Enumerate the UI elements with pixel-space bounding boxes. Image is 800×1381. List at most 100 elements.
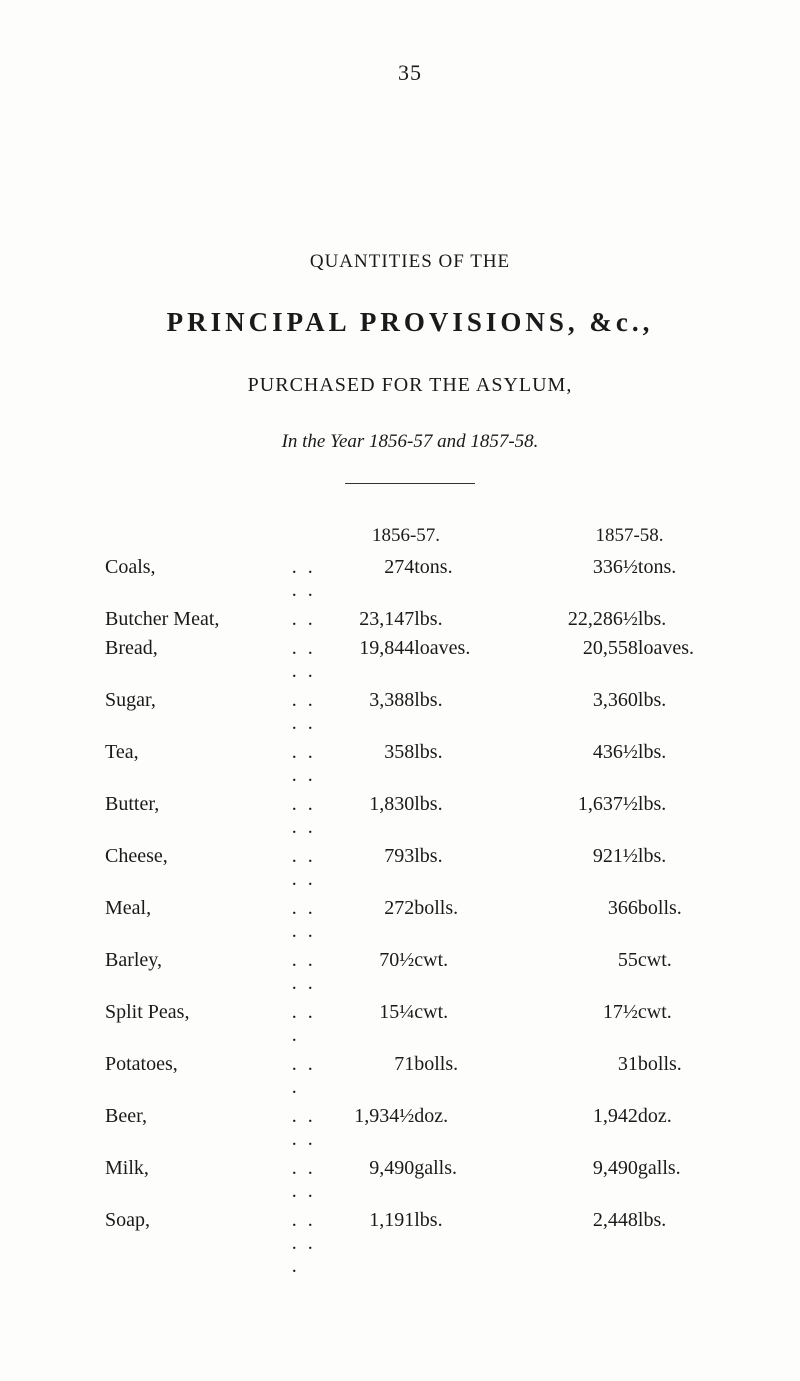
item-name: Soap,: [105, 1206, 292, 1281]
table-header-row: 1856-57. 1857-58.: [105, 524, 715, 553]
page-number: 35: [105, 60, 715, 86]
table-row: Barley,. . . .70½cwt.55cwt.: [105, 946, 715, 998]
table-row: Butter,. . . .1,830lbs.1,637½lbs.: [105, 790, 715, 842]
qty-1856-57: 1,830: [321, 790, 414, 842]
item-name: Coals,: [105, 553, 292, 605]
unit-1856-57: galls.: [414, 1154, 491, 1206]
leader-dots: . . . . .: [292, 1206, 321, 1281]
item-name: Potatoes,: [105, 1050, 292, 1102]
unit-1857-58: lbs.: [638, 790, 715, 842]
column-gap: [491, 790, 544, 842]
column-gap: [491, 553, 544, 605]
unit-1857-58: cwt.: [638, 946, 715, 998]
unit-1857-58: loaves.: [638, 634, 715, 686]
leader-dots: . . . .: [292, 946, 321, 998]
column-gap: [491, 605, 544, 634]
item-name: Split Peas,: [105, 998, 292, 1050]
unit-1856-57: lbs.: [414, 842, 491, 894]
unit-1857-58: lbs.: [638, 1206, 715, 1281]
table-row: Sugar,. . . .3,388lbs.3,360lbs.: [105, 686, 715, 738]
leader-dots: . .: [292, 605, 321, 634]
qty-1857-58: 22,286½: [544, 605, 638, 634]
provisions-table-wrap: 1856-57. 1857-58. Coals,. . . .274tons.3…: [105, 524, 715, 1281]
col-header-year1: 1856-57.: [321, 524, 492, 553]
column-gap: [491, 1154, 544, 1206]
item-name: Butter,: [105, 790, 292, 842]
leader-dots: . . .: [292, 998, 321, 1050]
unit-1857-58: bolls.: [638, 1050, 715, 1102]
leader-dots: . . . .: [292, 894, 321, 946]
qty-1857-58: 1,942: [544, 1102, 638, 1154]
table-row: Bread,. . . .19,844loaves.20,558loaves.: [105, 634, 715, 686]
column-gap: [491, 686, 544, 738]
qty-1856-57: 272: [321, 894, 414, 946]
qty-1857-58: 436½: [544, 738, 638, 790]
unit-1856-57: lbs.: [414, 738, 491, 790]
leader-dots: . . .: [292, 1050, 321, 1102]
unit-1856-57: bolls.: [414, 1050, 491, 1102]
unit-1856-57: loaves.: [414, 634, 491, 686]
table-row: Soap,. . . . .1,191lbs.2,448lbs.: [105, 1206, 715, 1281]
column-gap: [491, 998, 544, 1050]
qty-1857-58: 55: [544, 946, 638, 998]
unit-1856-57: lbs.: [414, 605, 491, 634]
column-gap: [491, 738, 544, 790]
qty-1856-57: 1,934½: [321, 1102, 414, 1154]
column-gap: [491, 842, 544, 894]
unit-1856-57: lbs.: [414, 790, 491, 842]
table-row: Milk,. . . .9,490galls.9,490galls.: [105, 1154, 715, 1206]
column-gap: [491, 1050, 544, 1102]
unit-1857-58: tons.: [638, 553, 715, 605]
heading-purchased-for-asylum: PURCHASED FOR THE ASYLUM,: [105, 374, 715, 397]
table-row: Meal,. . . .272bolls.366bolls.: [105, 894, 715, 946]
table-row: Beer,. . . .1,934½doz.1,942doz.: [105, 1102, 715, 1154]
qty-1856-57: 9,490: [321, 1154, 414, 1206]
table-row: Butcher Meat,. .23,147lbs.22,286½lbs.: [105, 605, 715, 634]
qty-1856-57: 15¼: [321, 998, 414, 1050]
page: 35 QUANTITIES OF THE PRINCIPAL PROVISION…: [0, 0, 800, 1381]
unit-1856-57: cwt.: [414, 946, 491, 998]
qty-1857-58: 31: [544, 1050, 638, 1102]
qty-1856-57: 1,191: [321, 1206, 414, 1281]
qty-1856-57: 70½: [321, 946, 414, 998]
item-name: Meal,: [105, 894, 292, 946]
unit-1857-58: lbs.: [638, 605, 715, 634]
heading-quantities-of-the: QUANTITIES OF THE: [105, 251, 715, 273]
column-gap: [491, 946, 544, 998]
leader-dots: . . . .: [292, 790, 321, 842]
item-name: Bread,: [105, 634, 292, 686]
unit-1857-58: lbs.: [638, 686, 715, 738]
table-row: Tea,. . . .358lbs.436½lbs.: [105, 738, 715, 790]
leader-dots: . . . .: [292, 553, 321, 605]
item-name: Barley,: [105, 946, 292, 998]
heading-principal-provisions: PRINCIPAL PROVISIONS, &c.,: [105, 307, 715, 338]
column-gap: [491, 1102, 544, 1154]
unit-1856-57: bolls.: [414, 894, 491, 946]
unit-1857-58: lbs.: [638, 738, 715, 790]
item-name: Cheese,: [105, 842, 292, 894]
unit-1857-58: cwt.: [638, 998, 715, 1050]
table-row: Split Peas,. . .15¼cwt.17½cwt.: [105, 998, 715, 1050]
unit-1856-57: lbs.: [414, 686, 491, 738]
column-gap: [491, 1206, 544, 1281]
table-row: Potatoes,. . .71bolls.31bolls.: [105, 1050, 715, 1102]
qty-1856-57: 19,844: [321, 634, 414, 686]
unit-1857-58: bolls.: [638, 894, 715, 946]
item-name: Milk,: [105, 1154, 292, 1206]
qty-1856-57: 3,388: [321, 686, 414, 738]
unit-1856-57: tons.: [414, 553, 491, 605]
provisions-table: 1856-57. 1857-58. Coals,. . . .274tons.3…: [105, 524, 715, 1281]
qty-1857-58: 9,490: [544, 1154, 638, 1206]
qty-1857-58: 336½: [544, 553, 638, 605]
item-name: Sugar,: [105, 686, 292, 738]
qty-1857-58: 1,637½: [544, 790, 638, 842]
unit-1857-58: galls.: [638, 1154, 715, 1206]
qty-1857-58: 3,360: [544, 686, 638, 738]
column-gap: [491, 894, 544, 946]
table-row: Cheese,. . . .793lbs.921½lbs.: [105, 842, 715, 894]
qty-1856-57: 71: [321, 1050, 414, 1102]
unit-1856-57: doz.: [414, 1102, 491, 1154]
item-name: Tea,: [105, 738, 292, 790]
column-gap: [491, 634, 544, 686]
item-name: Butcher Meat,: [105, 605, 292, 634]
